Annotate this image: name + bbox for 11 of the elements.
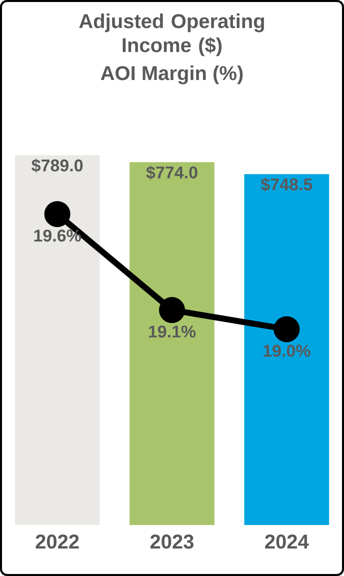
x-tick-label: 2022 [36, 534, 79, 549]
data-label: $789.0 [32, 158, 83, 173]
x-tick-label: 2024 [265, 534, 309, 549]
chart-title: Adjusted Operating Income ($) [79, 14, 264, 56]
data-label: 19.6% [34, 230, 81, 242]
x-tick-label: 2023 [150, 534, 194, 549]
data-label: 19.0% [264, 344, 310, 357]
data-label: 19.1% [148, 326, 196, 338]
chart-subtitle: AOI Margin (%) [100, 66, 243, 84]
data-label: $748.5 [260, 178, 312, 192]
data-label: $774.0 [146, 166, 198, 180]
